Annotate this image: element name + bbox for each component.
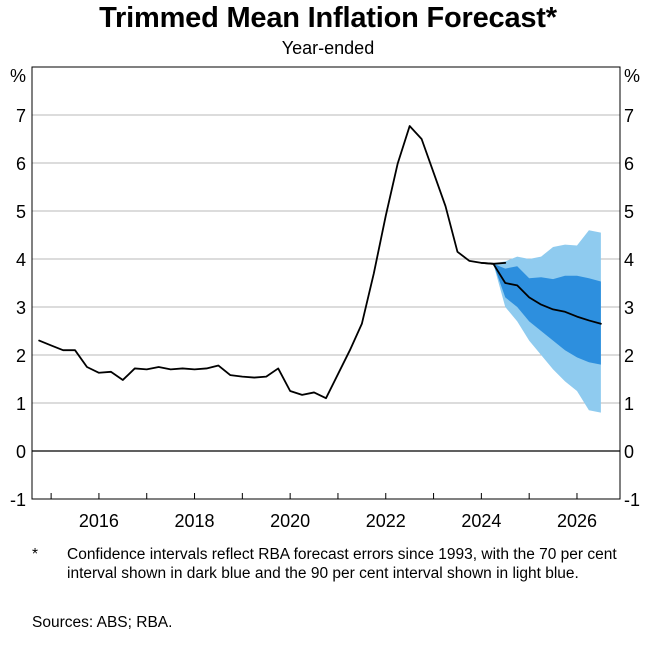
confidence-bands: [481, 230, 601, 413]
series-line-forecast: [480, 261, 602, 325]
y-tick-label-right--1: -1: [624, 490, 640, 510]
y-tick-label-left--1: -1: [10, 490, 26, 510]
y-ticks: -1 -1 0 0 1 1 2 2 3 3 4 4 5 5 6 6 7 7: [10, 106, 640, 510]
y-tick-label-right-2: 2: [624, 346, 634, 366]
x-tick-label-2026: 2026: [557, 511, 597, 531]
plot-frame: [31, 66, 621, 500]
y-tick-label-left-5: 5: [16, 202, 26, 222]
footnote-marker: *: [32, 546, 39, 563]
y-tick-label-left-3: 3: [16, 298, 26, 318]
y-tick-label-right-7: 7: [624, 106, 634, 126]
y-tick-label-left-2: 2: [16, 346, 26, 366]
chart-title: Trimmed Mean Inflation Forecast*: [99, 2, 557, 34]
series-lines: [38, 125, 602, 400]
x-tick-label-2024: 2024: [461, 511, 501, 531]
y-tick-label-right-1: 1: [624, 394, 634, 414]
x-tick-label-2020: 2020: [270, 511, 310, 531]
band-70pc: [481, 262, 601, 365]
sources-note: Sources: ABS; RBA.: [32, 614, 173, 631]
y-tick-label-right-4: 4: [624, 250, 634, 270]
footnote-text: Confidence intervals reflect RBA forecas…: [67, 546, 617, 582]
y-tick-label-left-1: 1: [16, 394, 26, 414]
chart-plot: 2016 2018 2020 2022 2024 2026 -1 -1 0 0 1 1 2 2 3 3 4 4 5…: [10, 66, 640, 531]
x-ticks: 2016 2018 2020 2022 2024 2026: [50, 493, 597, 531]
y-axis-unit-left: %: [10, 66, 26, 86]
x-tick-label-2018: 2018: [175, 511, 215, 531]
y-tick-label-right-0: 0: [624, 442, 634, 462]
series-line-actual: [38, 125, 507, 400]
y-tick-label-right-6: 6: [624, 154, 634, 174]
chart-subtitle: Year-ended: [281, 38, 375, 58]
x-tick-label-2016: 2016: [79, 511, 119, 531]
y-axis-unit-right: %: [624, 66, 640, 86]
y-tick-label-right-5: 5: [624, 202, 634, 222]
y-tick-label-right-3: 3: [624, 298, 634, 318]
y-tick-label-left-6: 6: [16, 154, 26, 174]
y-tick-label-left-7: 7: [16, 106, 26, 126]
y-tick-label-left-0: 0: [16, 442, 26, 462]
y-tick-label-left-4: 4: [16, 250, 26, 270]
x-tick-label-2022: 2022: [366, 511, 406, 531]
